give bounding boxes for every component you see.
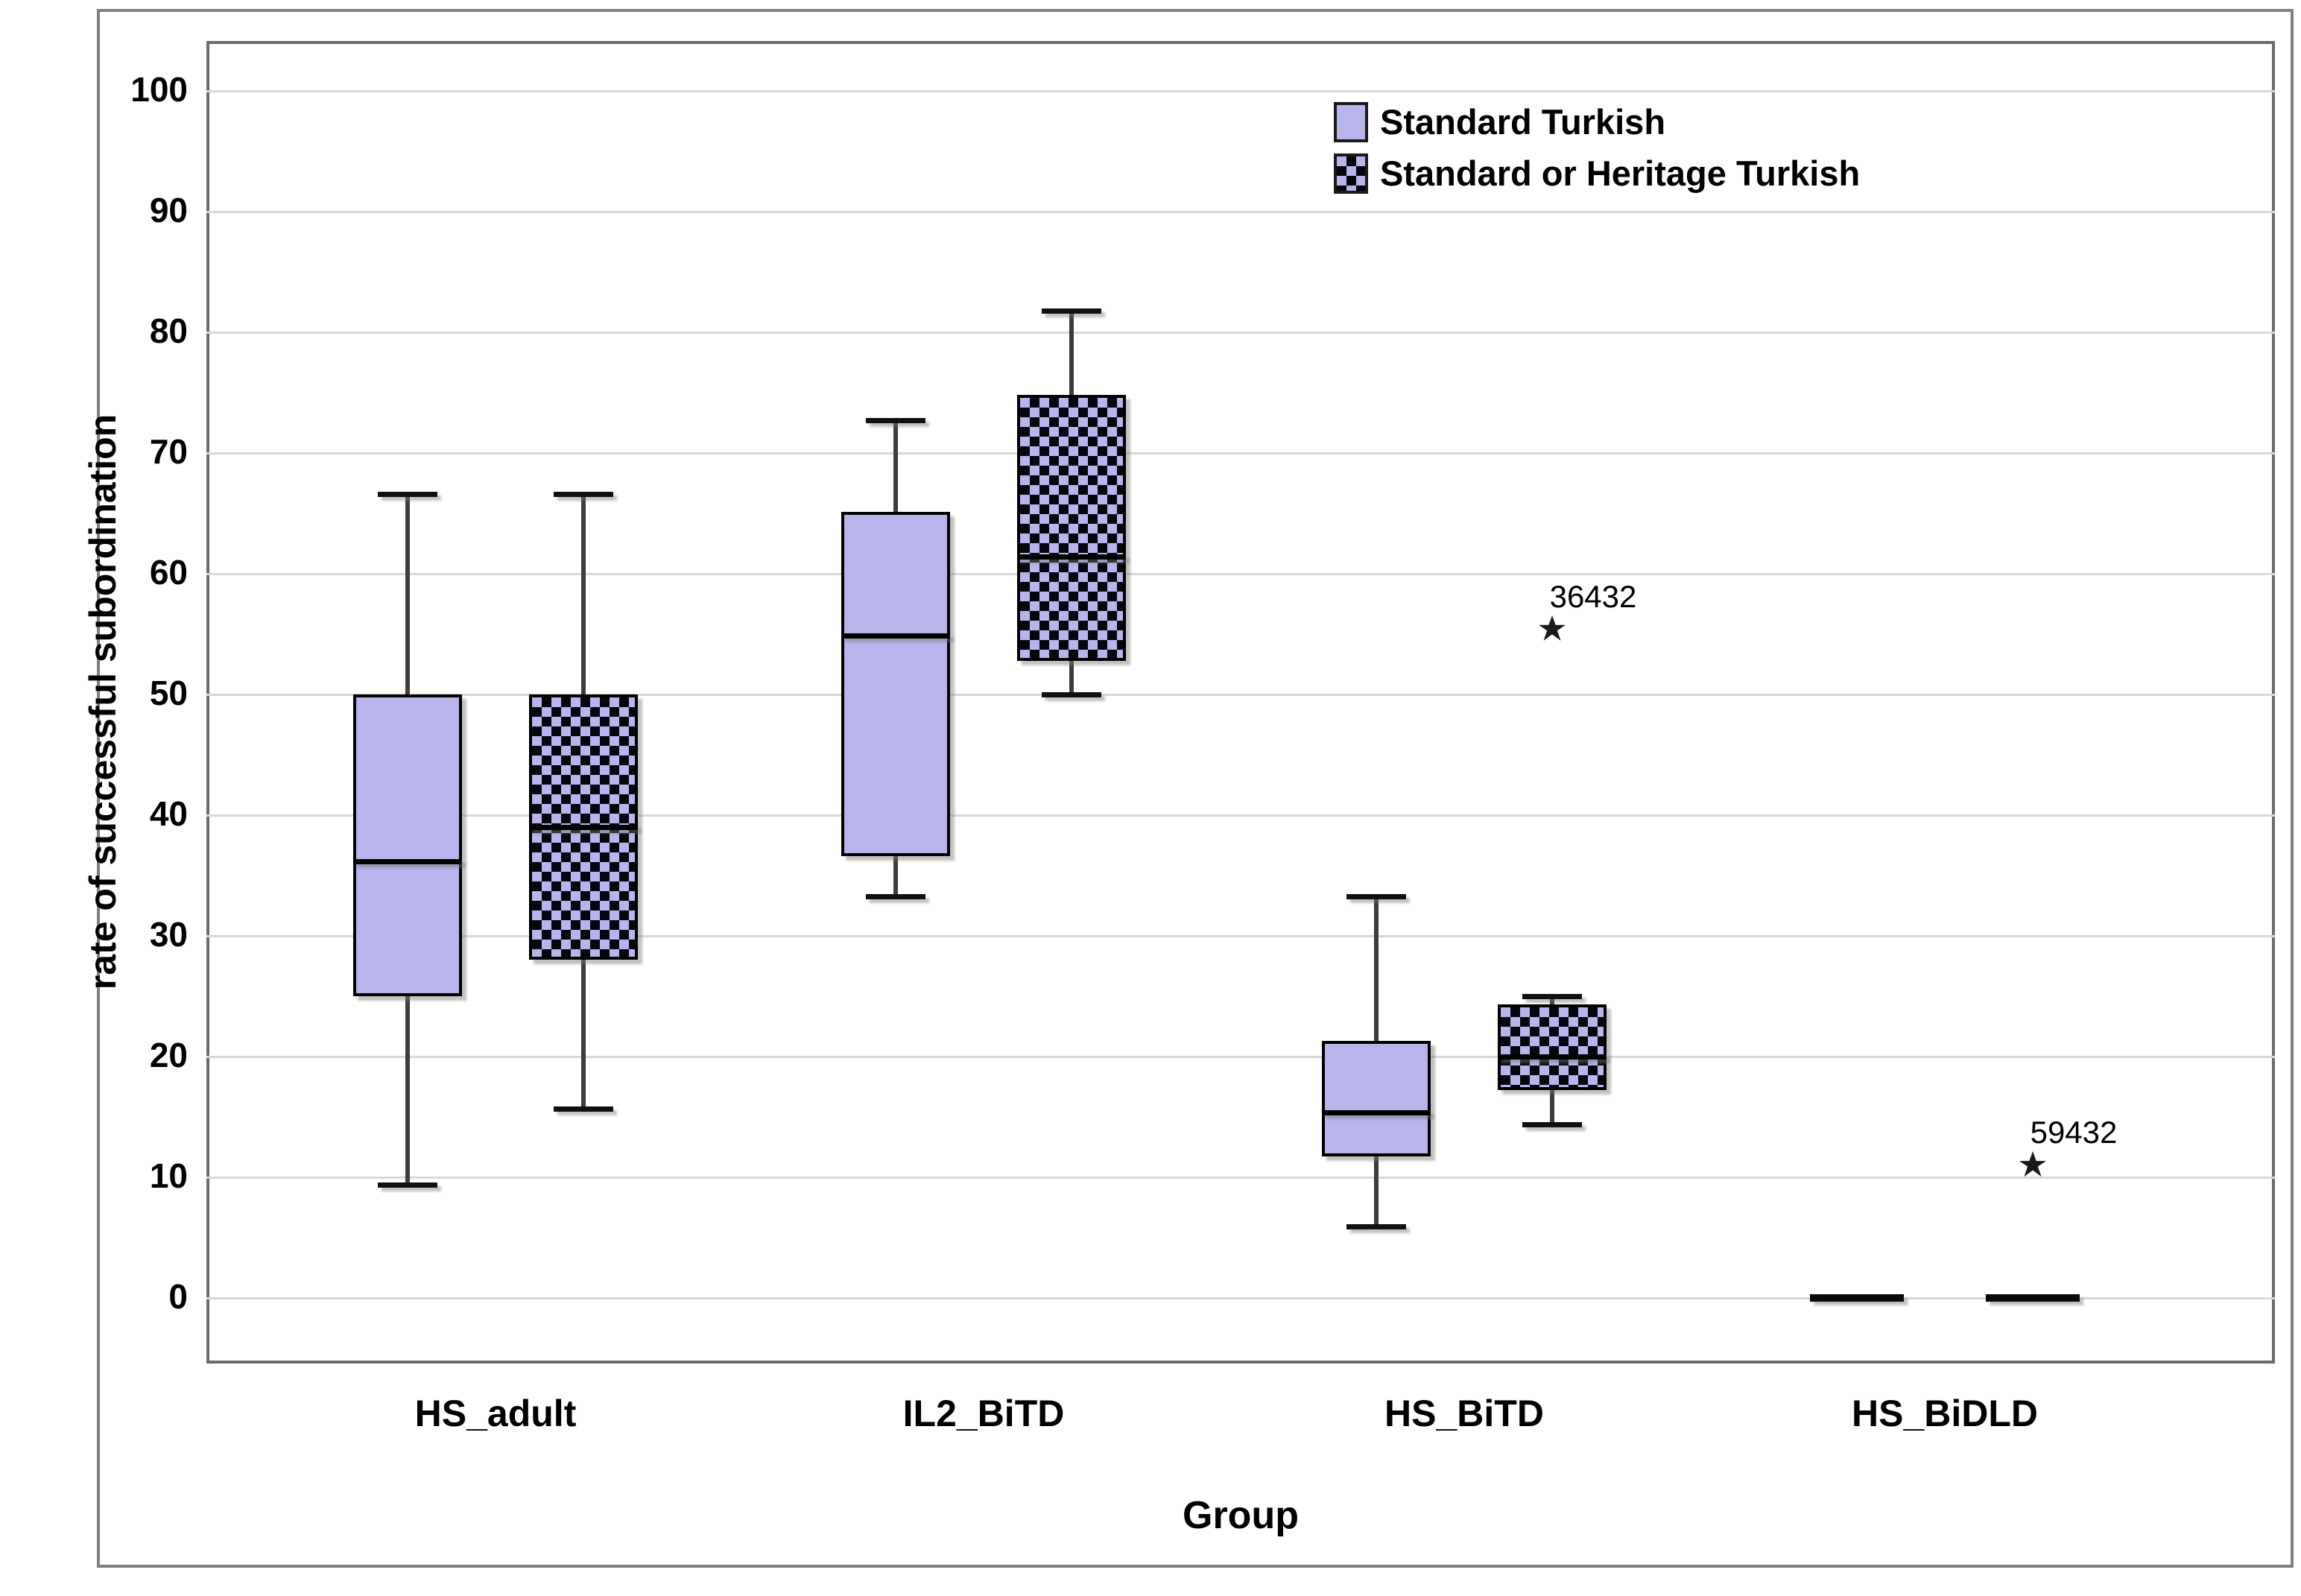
y-tick-label: 40 — [149, 794, 188, 833]
median-line — [529, 825, 638, 831]
median-line — [353, 858, 462, 864]
boxplot-box-solid — [353, 694, 462, 996]
x-category-label: HS_BiDLD — [1851, 1393, 2039, 1434]
gridline — [206, 573, 2275, 575]
legend-item-standard-turkish: Standard Turkish — [1334, 101, 1860, 142]
plot-area — [206, 41, 2275, 1364]
boxplot-flat-line — [1810, 1294, 1904, 1302]
whisker-cap-bottom — [1346, 1224, 1406, 1230]
y-tick-label: 30 — [149, 915, 188, 954]
gridline — [206, 694, 2275, 696]
outlier-label: 36432 — [1549, 578, 1637, 614]
median-line — [1017, 554, 1126, 560]
whisker-cap-bottom — [378, 1182, 437, 1188]
y-tick-label: 20 — [149, 1036, 188, 1074]
whisker-cap-top — [554, 492, 613, 498]
gridline — [206, 1297, 2275, 1299]
x-category-label: IL2_BiTD — [902, 1393, 1065, 1434]
gridline — [206, 211, 2275, 213]
gridline — [206, 1177, 2275, 1179]
legend: Standard Turkish Standard or Heritage Tu… — [1334, 101, 1860, 204]
whisker-cap-top — [378, 492, 437, 498]
gridline — [206, 935, 2275, 937]
boxplot-flat-line — [1986, 1294, 2080, 1302]
legend-label: Standard or Heritage Turkish — [1380, 153, 1861, 193]
median-line — [1498, 1054, 1607, 1060]
legend-item-standard-or-heritage-turkish: Standard or Heritage Turkish — [1334, 153, 1860, 194]
y-tick-label: 70 — [149, 432, 188, 471]
legend-swatch-checkered-icon — [1334, 153, 1368, 194]
y-axis-title: rate of successful subordination — [82, 414, 124, 990]
x-category-label: HS_BiTD — [1384, 1393, 1544, 1434]
figure-outer-border — [97, 9, 2294, 1568]
whisker-cap-top — [1346, 893, 1406, 899]
median-line — [841, 633, 950, 639]
legend-swatch-solid-icon — [1334, 101, 1368, 142]
whisker-cap-bottom — [554, 1106, 613, 1112]
boxplot-box-solid — [1322, 1040, 1431, 1157]
whisker-cap-top — [1522, 994, 1582, 999]
legend-label: Standard Turkish — [1380, 102, 1666, 142]
whisker-cap-bottom — [866, 893, 925, 899]
whisker-cap-top — [1042, 308, 1101, 314]
y-tick-label: 0 — [168, 1277, 188, 1316]
gridline — [206, 814, 2275, 817]
boxplot-box-solid — [841, 512, 950, 857]
y-tick-label: 100 — [130, 70, 188, 109]
x-axis-title: Group — [1183, 1494, 1299, 1537]
gridline — [206, 90, 2275, 92]
gridline — [206, 452, 2275, 455]
y-tick-label: 80 — [149, 311, 188, 350]
gridline — [206, 332, 2275, 334]
median-line — [1322, 1109, 1431, 1115]
boxplot-box-checkered — [1017, 395, 1126, 661]
boxplot-box-checkered — [1498, 1004, 1607, 1091]
whisker-cap-bottom — [1042, 692, 1101, 697]
x-category-label: HS_adult — [414, 1393, 577, 1434]
y-tick-label: 10 — [149, 1156, 188, 1195]
y-tick-label: 50 — [149, 674, 188, 712]
y-tick-label: 90 — [149, 191, 188, 229]
whisker-cap-top — [866, 418, 925, 424]
gridline — [206, 1056, 2275, 1058]
whisker-cap-bottom — [1522, 1121, 1582, 1127]
outlier-label: 59432 — [2030, 1115, 2118, 1150]
y-tick-label: 60 — [149, 553, 188, 592]
